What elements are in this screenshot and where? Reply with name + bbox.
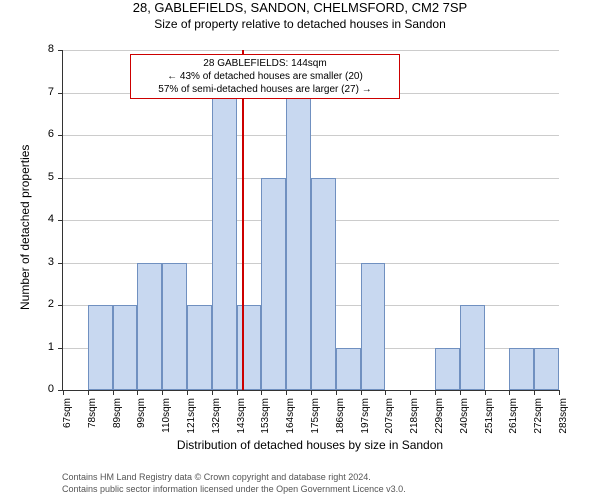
- x-tick-label: 251sqm: [484, 398, 495, 448]
- y-tick: [58, 93, 63, 94]
- histogram-bar: [162, 263, 187, 391]
- histogram-bar: [88, 305, 113, 390]
- histogram-bar: [113, 305, 138, 390]
- x-tick-label: 67sqm: [62, 398, 73, 448]
- x-tick-label: 164sqm: [285, 398, 296, 448]
- x-tick-label: 143sqm: [236, 398, 247, 448]
- marker-info-box: 28 GABLEFIELDS: 144sqm ← 43% of detached…: [130, 54, 400, 99]
- x-tick-label: 78sqm: [87, 398, 98, 448]
- x-tick-label: 175sqm: [310, 398, 321, 448]
- y-tick: [58, 50, 63, 51]
- y-tick: [58, 135, 63, 136]
- y-tick-label: 7: [38, 86, 54, 98]
- x-tick: [311, 390, 312, 395]
- histogram-bar: [286, 93, 311, 391]
- x-tick: [435, 390, 436, 395]
- x-tick-label: 283sqm: [558, 398, 569, 448]
- histogram-bar: [361, 263, 386, 391]
- x-tick-label: 89sqm: [112, 398, 123, 448]
- x-tick: [63, 390, 64, 395]
- chart-plot-area: [62, 50, 559, 391]
- y-tick-label: 1: [38, 341, 54, 353]
- x-tick-label: 229sqm: [434, 398, 445, 448]
- histogram-bar: [237, 305, 262, 390]
- y-tick-label: 2: [38, 298, 54, 310]
- histogram-bar: [261, 178, 286, 391]
- histogram-bar: [509, 348, 534, 391]
- x-tick: [509, 390, 510, 395]
- x-tick: [485, 390, 486, 395]
- x-tick: [410, 390, 411, 395]
- x-tick-label: 132sqm: [211, 398, 222, 448]
- x-tick: [212, 390, 213, 395]
- x-tick: [385, 390, 386, 395]
- x-tick-label: 207sqm: [384, 398, 395, 448]
- y-tick-label: 5: [38, 171, 54, 183]
- attribution-footer: Contains HM Land Registry data © Crown c…: [62, 472, 406, 495]
- grid-line: [63, 135, 559, 136]
- x-tick-label: 218sqm: [409, 398, 420, 448]
- x-tick: [559, 390, 560, 395]
- y-tick-label: 6: [38, 128, 54, 140]
- x-tick: [187, 390, 188, 395]
- x-tick-label: 153sqm: [260, 398, 271, 448]
- histogram-bar: [460, 305, 485, 390]
- x-tick-label: 121sqm: [186, 398, 197, 448]
- histogram-bar: [212, 93, 237, 391]
- x-tick: [361, 390, 362, 395]
- y-tick-label: 8: [38, 43, 54, 55]
- y-tick: [58, 348, 63, 349]
- footer-line-2: Contains public sector information licen…: [62, 484, 406, 496]
- y-tick-label: 4: [38, 213, 54, 225]
- x-tick-label: 197sqm: [360, 398, 371, 448]
- x-tick: [286, 390, 287, 395]
- histogram-bar: [137, 263, 162, 391]
- y-tick: [58, 220, 63, 221]
- info-line-1: 28 GABLEFIELDS: 144sqm: [137, 57, 393, 70]
- y-tick-label: 3: [38, 256, 54, 268]
- x-tick-label: 261sqm: [508, 398, 519, 448]
- histogram-bar: [311, 178, 336, 391]
- y-tick: [58, 305, 63, 306]
- x-tick-label: 240sqm: [459, 398, 470, 448]
- chart-subtitle: Size of property relative to detached ho…: [0, 17, 600, 31]
- x-tick-label: 272sqm: [533, 398, 544, 448]
- property-marker-line: [242, 50, 244, 390]
- x-tick: [460, 390, 461, 395]
- y-tick: [58, 263, 63, 264]
- y-tick-label: 0: [38, 383, 54, 395]
- y-axis-label: Number of detached properties: [18, 145, 32, 310]
- footer-line-1: Contains HM Land Registry data © Crown c…: [62, 472, 406, 484]
- x-tick-label: 99sqm: [136, 398, 147, 448]
- x-tick-label: 186sqm: [335, 398, 346, 448]
- info-line-3: 57% of semi-detached houses are larger (…: [137, 83, 393, 96]
- x-tick: [534, 390, 535, 395]
- x-tick: [261, 390, 262, 395]
- x-tick: [162, 390, 163, 395]
- histogram-bar: [534, 348, 559, 391]
- histogram-bar: [336, 348, 361, 391]
- x-tick: [88, 390, 89, 395]
- x-tick: [113, 390, 114, 395]
- grid-line: [63, 50, 559, 51]
- x-tick: [137, 390, 138, 395]
- chart-title: 28, GABLEFIELDS, SANDON, CHELMSFORD, CM2…: [0, 0, 600, 15]
- info-line-2: ← 43% of detached houses are smaller (20…: [137, 70, 393, 83]
- y-tick: [58, 178, 63, 179]
- x-tick: [237, 390, 238, 395]
- histogram-bar: [435, 348, 460, 391]
- x-tick: [336, 390, 337, 395]
- x-tick-label: 110sqm: [161, 398, 172, 448]
- histogram-bar: [187, 305, 212, 390]
